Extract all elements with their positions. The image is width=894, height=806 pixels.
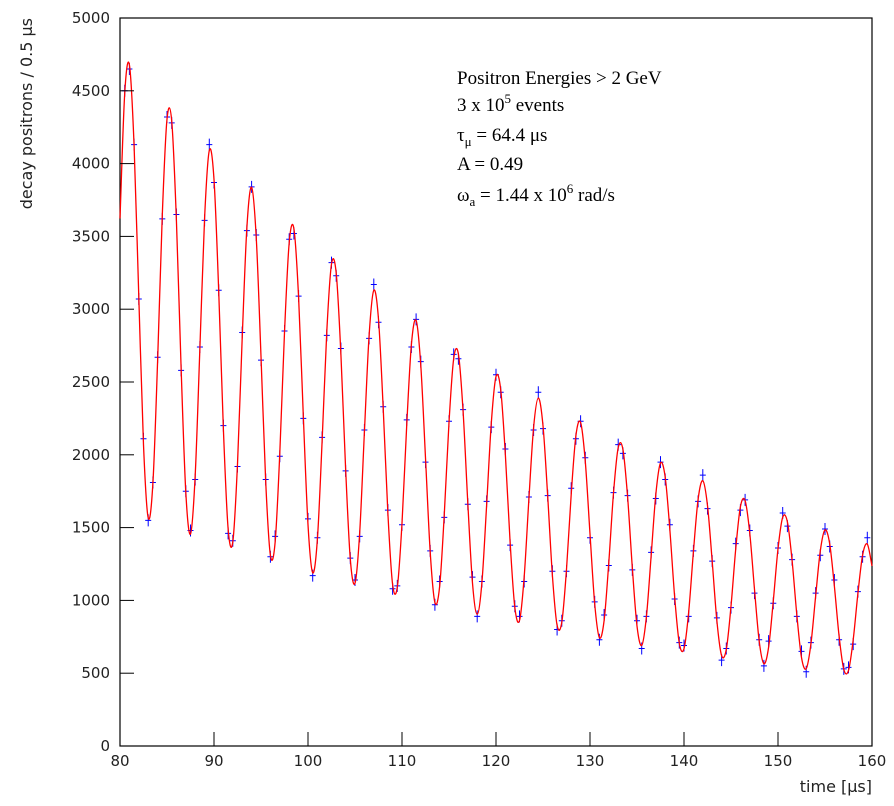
annotation-text: ω: [457, 185, 470, 206]
y-tick-label: 4000: [72, 155, 110, 173]
x-tick-label: 80: [110, 752, 129, 770]
annotation-text: A = 0.49: [457, 154, 523, 175]
annotation-text: events: [511, 95, 564, 116]
data-point: [474, 610, 481, 623]
y-axis-label: decay positrons / 0.5 μs: [17, 18, 36, 209]
data-point: [822, 523, 828, 536]
annotation-text: = 64.4 μs: [472, 125, 548, 146]
annotation-sup: 5: [505, 91, 512, 106]
x-tick-label: 120: [482, 752, 511, 770]
annotation-sub: μ: [465, 134, 472, 149]
x-tick-label: 140: [670, 752, 699, 770]
annotation-sub: a: [470, 194, 476, 209]
x-tick-label: 150: [764, 752, 793, 770]
annotation-sup: 6: [567, 181, 574, 196]
y-tick-label: 1500: [72, 519, 110, 537]
x-tick-label: 110: [388, 752, 417, 770]
annotation-text: 3 x 10: [457, 95, 505, 116]
y-tick-label: 2500: [72, 373, 110, 391]
data-point: [864, 531, 871, 544]
x-axis-label: time [μs]: [800, 777, 872, 796]
y-tick-label: 0: [100, 737, 110, 755]
annotation-text: τ: [457, 125, 465, 146]
y-tick-label: 1000: [72, 591, 110, 609]
x-tick-label: 100: [294, 752, 323, 770]
marks: [119, 61, 873, 678]
y-tick-label: 3500: [72, 227, 110, 245]
y-tick-label: 5000: [72, 9, 110, 27]
data-point: [760, 659, 767, 672]
data-point: [596, 633, 603, 646]
data-point: [699, 469, 706, 482]
x-tick-label: 160: [858, 752, 887, 770]
annotation-text: = 1.44 x 10: [475, 185, 566, 206]
y-tick-label: 2000: [72, 446, 110, 464]
annotation-block: Positron Energies > 2 GeV 3 x 105 events τ…: [457, 68, 662, 209]
annotation-text: Positron Energies > 2 GeV: [457, 68, 662, 89]
x-tick-label: 90: [204, 752, 223, 770]
x-tick-label: 130: [576, 752, 605, 770]
y-tick-label: 3000: [72, 300, 110, 318]
y-tick-label: 4500: [72, 82, 110, 100]
data-point: [370, 278, 377, 291]
data-point: [535, 386, 542, 399]
y-tick-label: 500: [81, 664, 110, 682]
fit-curve: [119, 61, 873, 675]
annotation-text: rad/s: [573, 185, 615, 206]
